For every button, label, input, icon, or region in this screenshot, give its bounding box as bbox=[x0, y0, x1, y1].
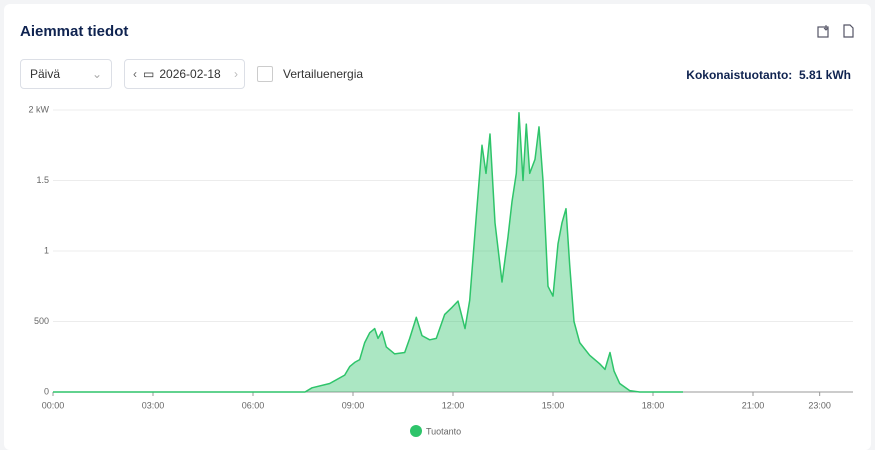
date-picker[interactable]: ‹ ▭ 2026-02-18 › bbox=[124, 59, 245, 89]
x-tick-label: 15:00 bbox=[542, 400, 565, 410]
y-tick-label: 500 bbox=[34, 316, 49, 326]
compare-label: Vertailuenergia bbox=[283, 67, 364, 81]
file-export-icon[interactable] bbox=[841, 24, 855, 38]
period-value: Päivä bbox=[30, 67, 61, 81]
x-tick-label: 18:00 bbox=[642, 400, 665, 410]
x-tick-label: 09:00 bbox=[342, 400, 365, 410]
line bbox=[53, 112, 683, 393]
title: Aiemmat tiedot bbox=[20, 23, 129, 40]
image-export-icon[interactable] bbox=[817, 24, 831, 38]
legend-marker bbox=[410, 425, 422, 437]
y-tick-label: 2 kW bbox=[28, 104, 49, 114]
date-value: 2026-02-18 bbox=[159, 67, 221, 81]
x-tick-label: 03:00 bbox=[142, 400, 165, 410]
x-tick-label: 21:00 bbox=[742, 400, 765, 410]
compare-toggle[interactable]: Vertailuenergia bbox=[257, 59, 363, 89]
total-value: 5.81 kWh bbox=[798, 68, 851, 82]
x-tick-label: 23:00 bbox=[808, 400, 831, 410]
y-tick-label: 1 bbox=[44, 245, 49, 255]
x-tick-label: 12:00 bbox=[442, 400, 465, 410]
y-tick-label: 0 bbox=[44, 386, 49, 396]
x-tick-label: 00:00 bbox=[42, 400, 65, 410]
total-label: Kokonaistuotanto: bbox=[686, 68, 793, 82]
legend-label: Tuotanto bbox=[426, 426, 461, 436]
period-select[interactable]: Päivä ⌄ bbox=[20, 59, 112, 89]
total: Kokonaistuotanto: 5.81 kWh bbox=[686, 68, 851, 82]
card: Aiemmat tiedot Päivä ⌄ ‹ ▭ 2026-02-18 › Vert… bbox=[4, 4, 871, 450]
x-tick-label: 06:00 bbox=[242, 400, 265, 410]
area bbox=[53, 112, 683, 393]
y-tick-label: 1.5 bbox=[36, 175, 49, 185]
